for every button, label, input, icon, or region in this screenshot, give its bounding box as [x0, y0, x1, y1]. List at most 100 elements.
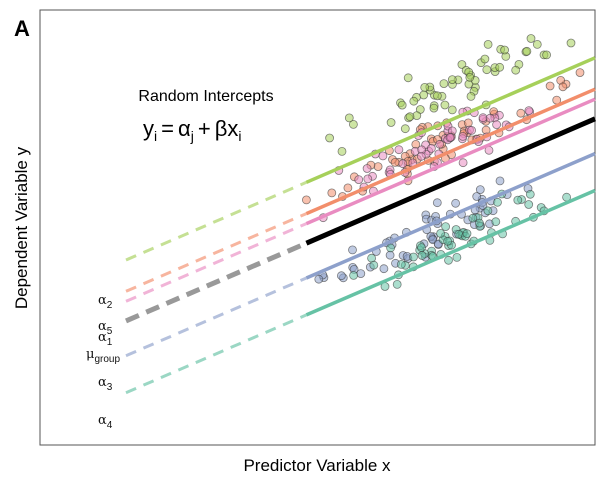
- data-point-alpha2: [511, 65, 521, 75]
- intercept-label-alpha2: α2: [98, 293, 113, 311]
- formula-eq: =: [161, 116, 174, 141]
- dashed-line-alpha3: [125, 276, 307, 358]
- data-point-alpha4: [436, 228, 446, 238]
- data-point-alpha2: [325, 133, 335, 143]
- formula-alpha-sub: j: [190, 128, 194, 144]
- data-point-alpha2: [432, 91, 442, 101]
- data-point-alpha2: [526, 34, 536, 43]
- data-point-alpha4: [493, 197, 502, 207]
- data-point-alpha4: [386, 243, 396, 253]
- data-point-alpha2: [419, 90, 429, 100]
- data-point-alpha1: [485, 113, 495, 123]
- fit-line-alpha4: [305, 188, 596, 317]
- x-axis-label: Predictor Variable x: [243, 456, 391, 475]
- model-formula: yi = αj + βxi: [143, 116, 241, 144]
- data-point-alpha2: [439, 79, 449, 88]
- data-point-alpha3: [475, 185, 485, 195]
- data-point-alpha1: [378, 151, 388, 161]
- data-point-alpha4: [491, 217, 501, 227]
- data-point-alpha3: [356, 269, 366, 279]
- dashed-line-alpha2: [125, 180, 307, 262]
- data-point-alpha1: [524, 106, 534, 115]
- dashed-line-alpha5: [125, 212, 307, 293]
- intercept-label-alpha4: α4: [98, 413, 113, 431]
- data-point-alpha1: [398, 159, 408, 169]
- intercept-label-mu: μgroup: [86, 347, 120, 365]
- data-point-alpha2: [542, 50, 551, 60]
- data-point-alpha2: [397, 100, 407, 110]
- data-point-alpha4: [369, 260, 379, 270]
- intercept-label-alpha3: α3: [98, 375, 113, 393]
- data-point-alpha1: [458, 131, 468, 141]
- intercept-symbol: μ: [86, 347, 94, 362]
- chart-title: Random Intercepts: [138, 88, 273, 105]
- data-point-alpha2: [337, 146, 347, 156]
- fit-line-alpha2: [305, 56, 596, 184]
- data-point-alpha2: [348, 120, 358, 129]
- data-point-alpha4: [417, 251, 427, 260]
- intercept-symbol: α: [98, 375, 107, 390]
- data-point-alpha4: [513, 195, 523, 205]
- data-point-alpha2: [447, 105, 457, 115]
- data-point-alpha4: [392, 279, 402, 289]
- fit-line-alpha3: [305, 151, 596, 280]
- data-point-alpha5: [463, 118, 473, 128]
- data-point-alpha3: [336, 271, 346, 281]
- intercept-label-alpha1: α1: [98, 330, 113, 348]
- data-point-alpha4: [524, 200, 534, 209]
- data-point-alpha4: [462, 229, 472, 239]
- data-point-alpha5: [301, 195, 311, 205]
- intercept-subscript: 5: [107, 326, 113, 337]
- data-point-alpha2: [440, 100, 450, 110]
- data-point-alpha2: [344, 113, 354, 123]
- intercept-symbol: α: [98, 319, 107, 334]
- data-points: [301, 34, 585, 291]
- data-point-alpha4: [483, 206, 493, 216]
- data-point-alpha4: [525, 189, 535, 199]
- intercept-subscript: 1: [107, 337, 113, 348]
- data-point-alpha3: [385, 250, 395, 260]
- data-point-alpha3: [432, 198, 442, 208]
- data-point-alpha4: [443, 236, 453, 246]
- formula-x: x: [227, 116, 238, 141]
- data-point-alpha4: [349, 270, 359, 280]
- data-point-alpha3: [495, 176, 505, 186]
- formula-lhs-sub: i: [154, 128, 157, 144]
- data-point-alpha1: [458, 158, 468, 168]
- dashed-line-alpha1: [125, 222, 307, 303]
- data-point-alpha1: [445, 132, 455, 142]
- data-point-alpha5: [390, 157, 400, 167]
- data-point-alpha3: [451, 198, 461, 208]
- data-point-alpha5: [545, 81, 555, 91]
- data-point-alpha4: [474, 218, 484, 228]
- data-point-alpha4: [417, 243, 426, 253]
- data-point-alpha1: [354, 175, 364, 185]
- data-point-alpha2: [522, 46, 532, 56]
- data-point-alpha3: [379, 264, 389, 274]
- fit-line-alpha1: [305, 97, 596, 226]
- intercept-symbol: α: [98, 293, 107, 308]
- formula-alpha: α: [178, 116, 191, 141]
- intercept-subscript: 2: [107, 300, 113, 311]
- data-point-alpha5: [343, 183, 353, 193]
- data-point-alpha2: [405, 112, 415, 122]
- data-point-alpha1: [362, 164, 372, 173]
- data-point-alpha1: [467, 125, 477, 135]
- data-point-alpha2: [500, 45, 510, 55]
- data-point-alpha5: [327, 188, 337, 198]
- data-point-alpha2: [386, 118, 396, 127]
- intercept-symbol: α: [98, 413, 107, 428]
- data-point-alpha4: [444, 255, 453, 265]
- fit-line-alpha5: [305, 87, 596, 216]
- intercept-subscript: group: [94, 354, 120, 365]
- data-point-alpha1: [426, 143, 436, 153]
- data-point-alpha2: [495, 62, 505, 72]
- data-point-alpha2: [480, 54, 490, 64]
- formula-beta: β: [215, 116, 228, 141]
- data-point-alpha2: [466, 92, 476, 101]
- intercept-symbol: α: [98, 330, 107, 345]
- data-point-alpha3: [348, 245, 357, 255]
- dashed-line-mu: [125, 240, 308, 324]
